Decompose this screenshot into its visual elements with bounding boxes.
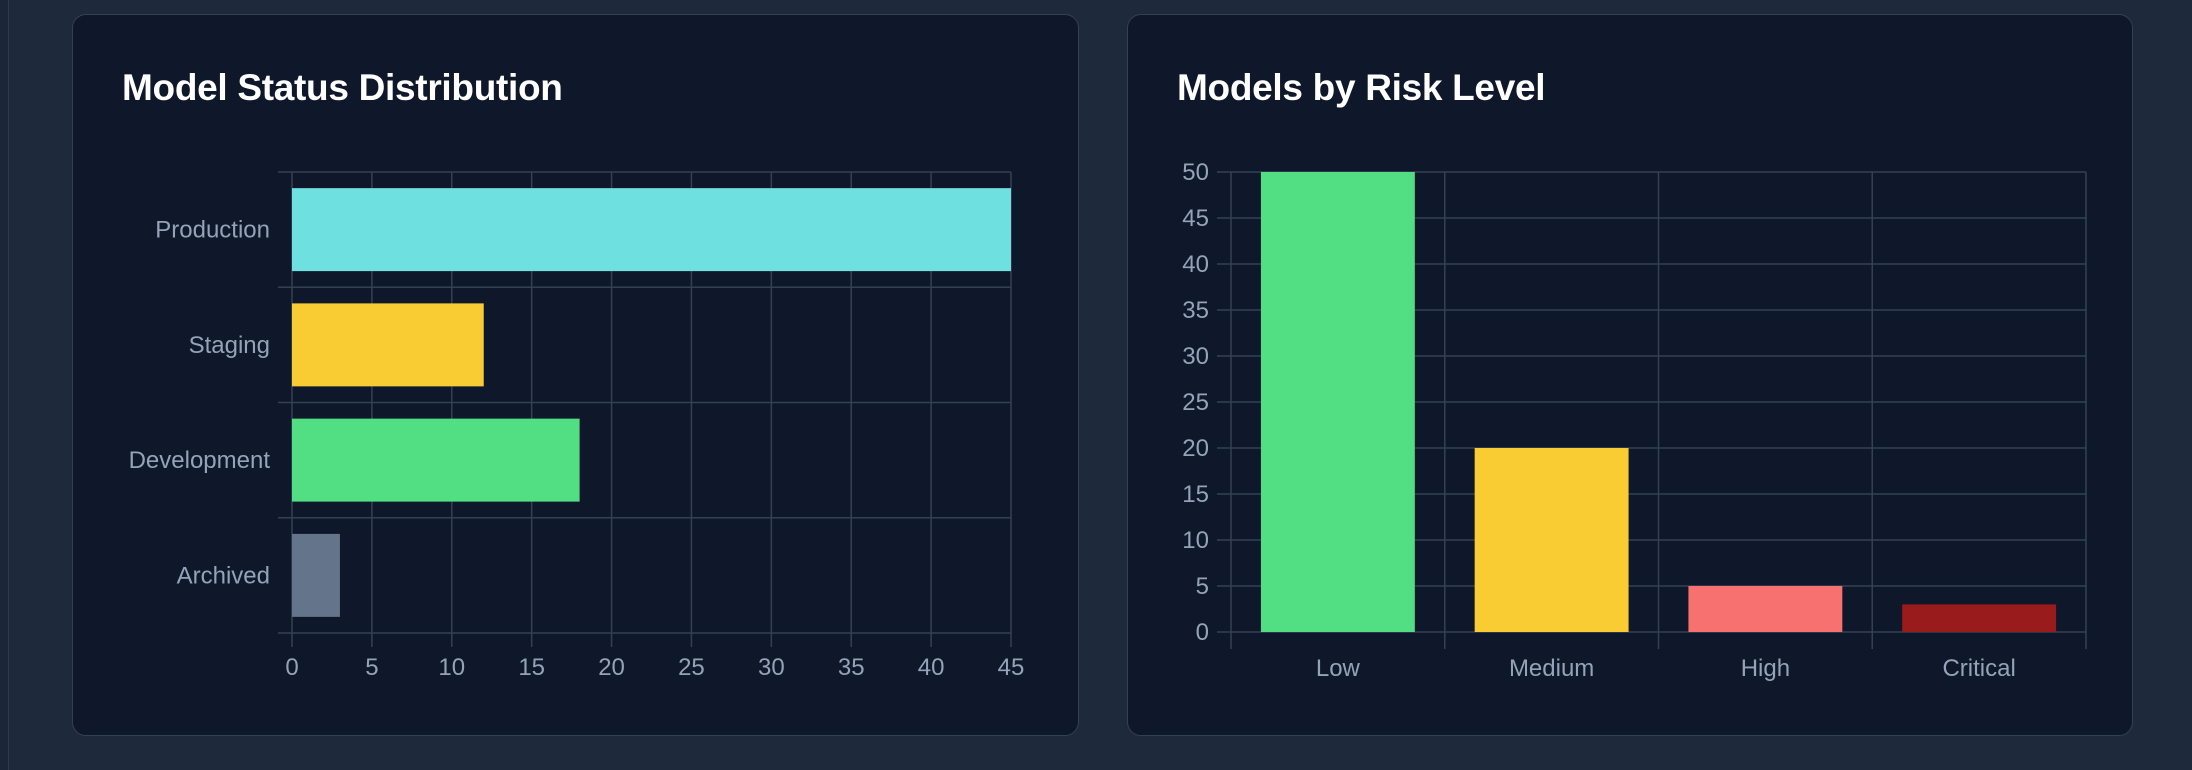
y-tick-label: 50 xyxy=(1182,159,1209,186)
bar-medium xyxy=(1474,448,1629,632)
bar-critical xyxy=(1902,604,2057,632)
page-edge-strip xyxy=(0,0,9,770)
x-tick-label: Critical xyxy=(1942,655,2015,682)
x-tick-label: 25 xyxy=(678,654,705,681)
y-tick-label: 20 xyxy=(1182,435,1209,462)
model-status-chart: 0 5 10 15 20 25 30 35 40 45 Production Staging Devel… xyxy=(129,171,1025,681)
x-tick-label: 10 xyxy=(438,654,465,681)
y-tick-label: 30 xyxy=(1182,343,1209,370)
y-tick-label: Production xyxy=(155,217,270,244)
y-tick-label: 0 xyxy=(1196,619,1209,646)
bar-development xyxy=(292,418,580,502)
bar-high xyxy=(1688,586,1843,632)
risk-level-card: Models by Risk Level 0 5 10 15 20 25 30 35 40 45 5… xyxy=(1127,14,2133,736)
y-tick-label: Development xyxy=(129,447,271,474)
x-tick-label: High xyxy=(1741,655,1790,682)
x-tick-label: Low xyxy=(1316,655,1361,682)
y-tick-label: 25 xyxy=(1182,389,1209,416)
x-tick-label: 20 xyxy=(598,654,625,681)
x-tick-label: 30 xyxy=(758,654,785,681)
y-tick-label: 15 xyxy=(1182,481,1209,508)
y-tick-label: 40 xyxy=(1182,251,1209,278)
x-tick-label: 15 xyxy=(518,654,545,681)
x-tick-label: 40 xyxy=(918,654,945,681)
bar-archived xyxy=(292,533,340,617)
model-status-card: Model Status Distribution 0 5 10 15 20 25 30 35… xyxy=(72,14,1079,736)
x-tick-label: 45 xyxy=(998,654,1025,681)
y-tick-label: 35 xyxy=(1182,297,1209,324)
x-tick-label: 35 xyxy=(838,654,865,681)
y-tick-label: Archived xyxy=(177,562,270,589)
y-tick-label: 10 xyxy=(1182,527,1209,554)
x-tick-label: 5 xyxy=(365,654,378,681)
model-status-title: Model Status Distribution xyxy=(122,67,563,108)
bar-staging xyxy=(292,303,484,387)
y-tick-label: 5 xyxy=(1196,573,1209,600)
risk-level-title: Models by Risk Level xyxy=(1177,67,1546,108)
x-tick-label: 0 xyxy=(285,654,298,681)
x-tick-label: Medium xyxy=(1509,655,1594,682)
bar-low xyxy=(1260,172,1415,632)
y-tick-label: Staging xyxy=(189,332,270,359)
risk-level-chart: 0 5 10 15 20 25 30 35 40 45 50 Low Medium High Critica… xyxy=(1182,159,2087,682)
y-tick-label: 45 xyxy=(1182,205,1209,232)
bar-production xyxy=(292,188,1011,272)
